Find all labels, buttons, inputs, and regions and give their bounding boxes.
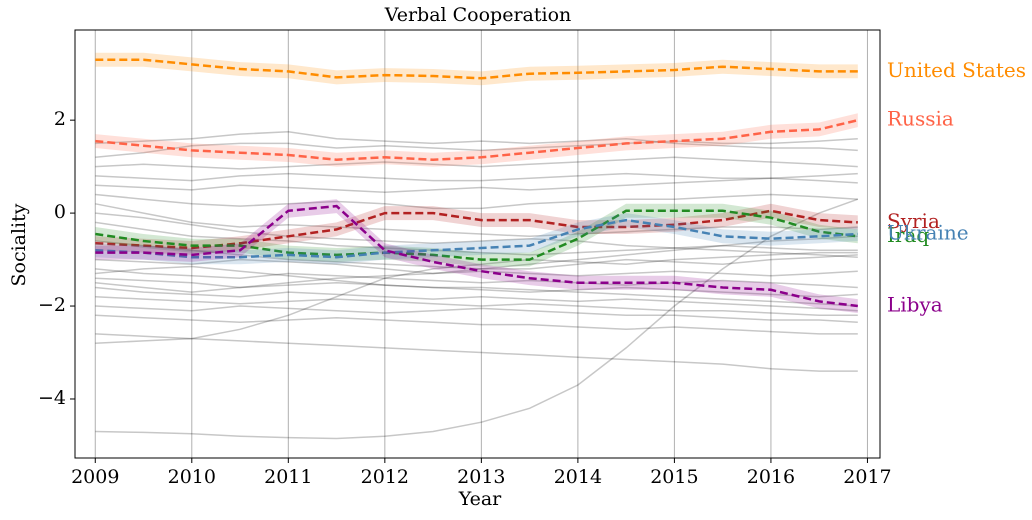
series-line — [95, 204, 858, 308]
series-label: Syria — [887, 209, 940, 233]
y-tick-label: −2 — [38, 294, 66, 316]
background-line — [95, 286, 858, 312]
x-tick-label: 2014 — [554, 466, 602, 488]
background-line — [95, 198, 859, 440]
background-line — [95, 172, 858, 184]
y-axis-label: Sociality — [8, 203, 30, 286]
background-line — [95, 203, 858, 238]
series-label: Russia — [887, 107, 954, 131]
x-axis-label: Year — [458, 488, 502, 510]
series-line — [95, 58, 858, 80]
background-line — [95, 268, 858, 289]
background-line — [95, 277, 858, 298]
background-line — [95, 172, 858, 193]
background-line — [95, 212, 858, 258]
background-line — [95, 295, 858, 317]
plot-frame — [74, 29, 881, 459]
confidence-band — [95, 113, 858, 167]
series-line — [95, 209, 858, 261]
series-line — [95, 209, 858, 250]
series-label: Iraq — [887, 223, 929, 247]
series-line — [95, 218, 858, 259]
chart-title: Verbal Cooperation — [384, 4, 572, 26]
background-line — [95, 137, 858, 159]
x-tick-label: 2015 — [650, 466, 698, 488]
x-tick-label: 2010 — [168, 466, 216, 488]
x-tick-label: 2013 — [457, 466, 505, 488]
confidence-band — [95, 203, 858, 255]
background-line — [95, 221, 858, 256]
background-line — [95, 131, 858, 152]
confidence-band — [95, 199, 858, 313]
series-label: Ukraine — [887, 221, 969, 245]
background-line — [95, 314, 858, 335]
background-line — [95, 235, 858, 293]
y-tick-label: −4 — [38, 387, 66, 409]
background-line — [95, 156, 858, 170]
background-line — [95, 333, 858, 372]
background-line — [95, 193, 858, 210]
series-line — [95, 118, 859, 161]
y-tick-label: 0 — [54, 201, 66, 223]
x-tick-label: 2011 — [264, 466, 312, 488]
confidence-band — [95, 52, 858, 86]
y-tick-label: 2 — [54, 108, 66, 130]
series-label: Libya — [887, 293, 943, 317]
x-tick-label: 2009 — [71, 466, 119, 488]
series-label: United States — [887, 58, 1026, 82]
background-line — [95, 305, 858, 324]
x-tick-label: 2017 — [843, 466, 891, 488]
confidence-band — [95, 203, 858, 267]
x-tick-label: 2012 — [361, 466, 409, 488]
x-tick-label: 2016 — [747, 466, 795, 488]
background-line — [95, 251, 858, 344]
background-line — [95, 240, 858, 270]
background-line — [95, 265, 858, 307]
